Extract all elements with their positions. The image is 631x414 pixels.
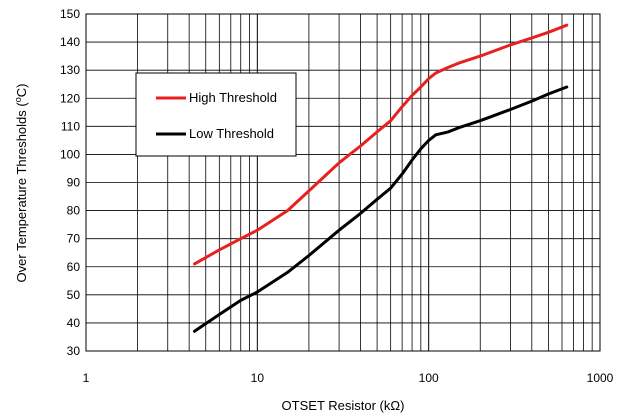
- y-tick-label: 90: [67, 176, 81, 190]
- y-axis-title-end: C): [14, 84, 29, 98]
- x-tick-label: 1000: [587, 371, 614, 385]
- plot-frame: [85, 13, 601, 352]
- y-tick-label: 70: [67, 232, 81, 246]
- y-tick-label: 50: [67, 288, 81, 302]
- y-tick-label: 140: [60, 35, 80, 49]
- series-layer: [193, 23, 569, 333]
- legend-label-high-threshold: High Threshold: [189, 90, 277, 105]
- x-tick-label: 100: [419, 371, 439, 385]
- series-line-high-threshold: [193, 23, 569, 266]
- x-tick-label: 10: [251, 371, 265, 385]
- y-tick-label: 40: [67, 316, 81, 330]
- y-tick-label: 100: [60, 147, 80, 161]
- y-tick-label: 110: [61, 119, 80, 133]
- legend: High Threshold Low Threshold: [135, 72, 297, 157]
- x-tick-label: 1: [83, 371, 90, 385]
- y-axis-title-main: Over Temperature Thresholds (: [14, 102, 29, 283]
- x-axis-title: OTSET Resistor (kΩ): [282, 398, 405, 413]
- legend-box: [135, 72, 297, 157]
- y-axis-title: Over Temperature Thresholds (oC): [13, 84, 29, 283]
- y-tick-label: 120: [60, 91, 80, 105]
- series-line-low-threshold: [193, 85, 569, 333]
- legend-label-low-threshold: Low Threshold: [189, 126, 274, 141]
- grid-layer: [86, 13, 600, 352]
- y-tick-label: 130: [60, 63, 80, 77]
- y-tick-label: 150: [60, 7, 80, 21]
- y-axis-title-degree: o: [13, 97, 23, 102]
- y-tick-label: 80: [67, 204, 81, 218]
- y-tick-label: 30: [67, 344, 81, 358]
- y-tick-label: 60: [67, 260, 81, 274]
